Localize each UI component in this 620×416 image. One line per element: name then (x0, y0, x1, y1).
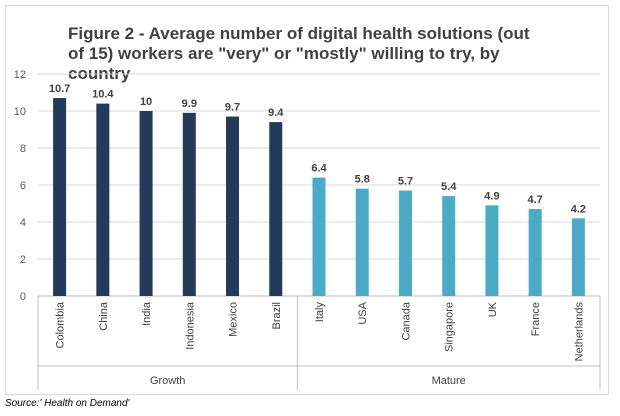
data-label: 5.4 (441, 181, 457, 193)
y-tick-label: 4 (20, 217, 26, 229)
x-category-label: Colombia (55, 301, 67, 348)
y-tick-label: 2 (20, 254, 26, 266)
x-category-label: Indonesia (184, 301, 196, 350)
bar-india (139, 111, 153, 296)
x-category-label: USA (357, 301, 369, 324)
data-label: 10.4 (92, 89, 114, 101)
data-label: 10.7 (49, 83, 70, 95)
data-label: 9.9 (182, 98, 197, 110)
x-category-label: Netherlands (573, 302, 585, 362)
data-label: 4.7 (528, 194, 543, 206)
data-label: 5.7 (398, 176, 413, 188)
x-category-label: China (98, 301, 110, 331)
data-label: 4.2 (571, 203, 586, 215)
y-tick-label: 12 (14, 69, 26, 81)
y-tick-label: 6 (20, 180, 26, 192)
bar-usa (355, 188, 369, 296)
chart-title: Figure 2 - Average number of digital hea… (68, 24, 530, 83)
data-label: 10 (140, 96, 152, 108)
x-category-label: Italy (314, 302, 326, 323)
y-tick-label: 10 (14, 106, 26, 118)
bar-brazil (269, 122, 283, 296)
x-category-label: Brazil (271, 302, 283, 330)
x-category-label: France (530, 302, 542, 336)
bar-mexico (226, 116, 240, 296)
source-note: Source:' Health on Demand' (5, 398, 130, 409)
data-label: 4.9 (484, 190, 499, 202)
x-category-label: Mexico (228, 302, 240, 337)
x-category-label: Singapore (444, 302, 456, 352)
bar-china (96, 103, 110, 296)
x-category-label: India (141, 301, 153, 326)
bar-indonesia (182, 112, 196, 296)
data-label: 9.7 (225, 102, 240, 114)
bar-italy (312, 177, 326, 296)
bar-singapore (442, 196, 456, 296)
y-tick-label: 0 (20, 291, 26, 303)
bar-uk (485, 205, 499, 296)
bar-canada (398, 190, 412, 296)
data-label: 9.4 (268, 107, 284, 119)
data-label: 5.8 (355, 174, 370, 186)
bar-netherlands (571, 218, 585, 296)
x-category-label: UK (487, 301, 499, 317)
x-category-label: Canada (400, 301, 412, 340)
bar-france (528, 209, 542, 296)
group-label-growth: Growth (150, 375, 185, 387)
bar-colombia (53, 98, 67, 296)
data-label: 6.4 (311, 163, 327, 175)
group-label-mature: Mature (432, 375, 466, 387)
y-tick-label: 8 (20, 143, 26, 155)
